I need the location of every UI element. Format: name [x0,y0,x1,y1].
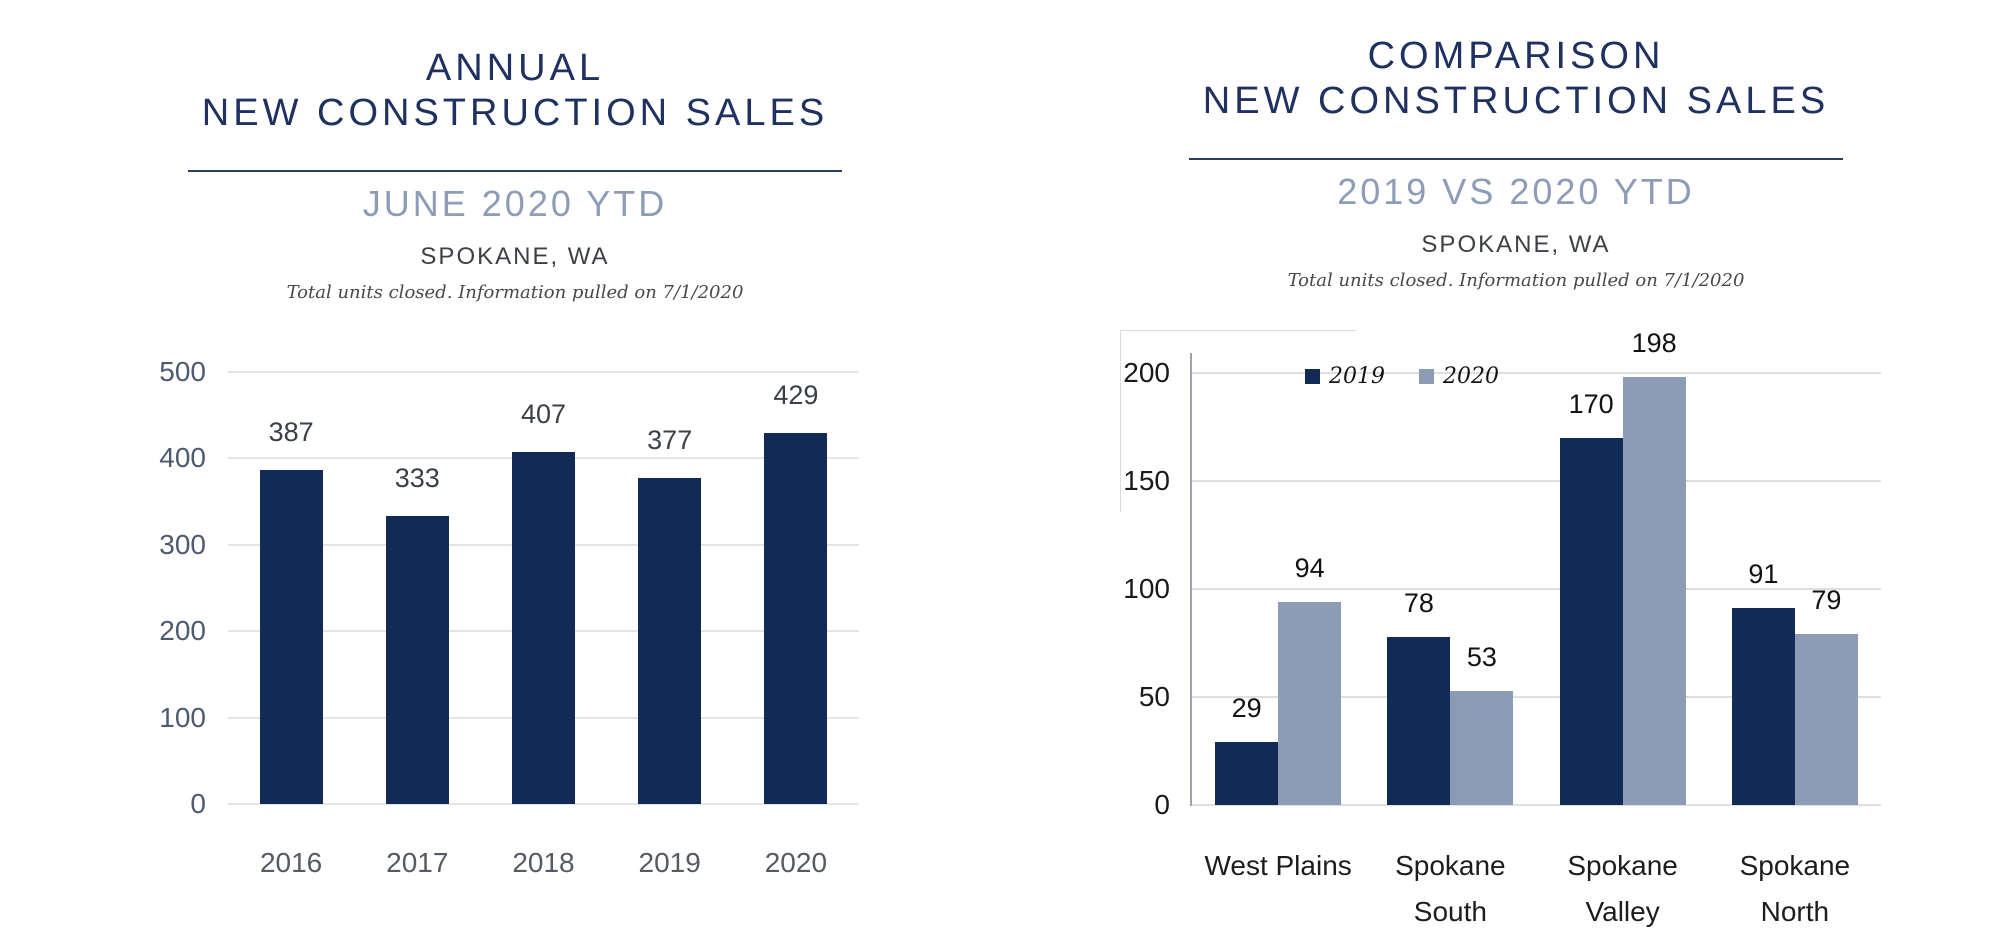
x-category-label-2018: 2018 [512,847,575,878]
legend-swatch-2020 [1419,368,1434,384]
bar-value-label-2019: 377 [647,425,693,455]
bar-2019-spokane-valley [1559,438,1623,805]
legend-swatch-2019 [1305,368,1320,384]
comparison-chart-title: COMPARISON NEW CONSTRUCTION SALES [1166,34,1866,124]
bar-value-label-2020-spokane-north: 79 [1811,585,1842,615]
comparison-chart-title-line2: NEW CONSTRUCTION SALES [1202,80,1830,122]
y-tick-label-50: 50 [1138,681,1170,712]
comparison-sales-plot: 0 50 100 150 200 29 94 West Plains 78 53 Spokane S… [1123,328,1881,927]
bar-2020-spokane-valley [1622,377,1686,805]
y-tick-label-100: 100 [1123,573,1170,604]
bar-2020-west-plains [1278,602,1342,805]
annual-chart-footnote: Total units closed. Information pulled o… [286,282,744,303]
comparison-chart-location: SPOKANE, WA [1421,231,1611,258]
y-tick-label-200: 200 [159,615,206,647]
bar-value-label-2018: 407 [520,399,567,429]
legend-label-2019: 2019 [1329,363,1385,389]
y-tick-label-0: 0 [1154,789,1170,820]
plot-frame-artifact-horizontal [1120,330,1356,331]
bar-2018 [512,452,575,804]
bar-value-label-2016: 387 [268,417,314,447]
bar-value-label-2020: 429 [773,380,819,410]
bar-2019-spokane-north [1731,608,1795,805]
x-category-label-spokane-valley: Spokane Valley [1567,850,1678,927]
bar-2020 [764,433,828,804]
y-tick-label-100: 100 [159,701,206,733]
bar-value-label-2019-west-plains: 29 [1231,693,1262,723]
bar-value-label-2020-west-plains: 94 [1294,553,1325,583]
y-axis-line [1190,353,1192,806]
gridline-0 [1192,804,1881,806]
bar-2019 [638,478,702,804]
bar-value-label-2019-spokane-north: 91 [1748,559,1779,589]
x-category-label-spokane-south: Spokane South [1395,850,1506,927]
annual-sales-plot: 0 100 200 300 400 500 387 2016 333 2017 407 2018 377… [159,356,859,878]
legend-item-2019: 2019 [1305,364,1385,389]
legend-item-2020: 2020 [1419,364,1499,389]
bar-value-label-2019-spokane-south: 78 [1403,588,1434,618]
bar-2020-spokane-south [1450,691,1514,805]
annual-chart-header: ANNUAL NEW CONSTRUCTION SALES JUNE 2020 … [165,0,865,330]
plot-frame-artifact-vertical [1120,330,1121,512]
x-category-label-spokane-north: Spokane North [1739,850,1851,927]
gridline-0 [228,803,859,805]
x-category-label-2019: 2019 [638,847,701,878]
comparison-chart-subtitle: 2019 VS 2020 YTD [1337,171,1695,212]
y-tick-label-300: 300 [159,528,206,560]
gridline-200 [1192,372,1881,374]
bar-value-label-2020-spokane-south: 53 [1466,642,1497,672]
bar-2019-spokane-south [1387,637,1451,805]
bar-2019-west-plains [1215,742,1279,805]
y-tick-label-400: 400 [159,442,206,474]
annual-chart-title-line1: ANNUAL [425,47,605,89]
bar-2017 [385,516,449,804]
y-tick-label-200: 200 [1123,357,1170,388]
x-category-label-2020: 2020 [764,847,828,878]
annual-chart-location: SPOKANE, WA [420,243,610,270]
annual-chart-subtitle: JUNE 2020 YTD [362,183,668,224]
chart-legend: 2019 2020 [1305,361,1499,391]
x-category-label-west-plains: West Plains [1204,850,1352,881]
legend-label-2020: 2020 [1443,363,1499,389]
annual-chart-title-line2: NEW CONSTRUCTION SALES [201,92,829,134]
bar-value-label-2017: 333 [394,463,440,493]
bar-2020-spokane-north [1794,634,1858,805]
gridline-500 [228,371,859,373]
bar-value-label-2019-spokane-valley: 170 [1568,389,1614,419]
y-tick-label-500: 500 [159,356,206,387]
y-tick-label-150: 150 [1123,465,1170,496]
annual-title-underline [188,170,842,172]
comparison-chart-header: COMPARISON NEW CONSTRUCTION SALES 2019 V… [1166,0,1866,330]
annual-chart-title: ANNUAL NEW CONSTRUCTION SALES [165,46,865,136]
gridline-50 [1192,696,1881,698]
gridline-100 [1192,588,1881,590]
gridline-150 [1192,480,1881,482]
x-category-label-2016: 2016 [259,847,323,878]
comparison-title-underline [1189,158,1843,160]
comparison-sales-chart-section: COMPARISON NEW CONSTRUCTION SALES 2019 V… [1000,0,2000,934]
bar-value-label-2020-spokane-valley: 198 [1631,328,1677,358]
x-category-label-2017: 2017 [386,847,449,878]
y-tick-label-0: 0 [190,788,206,819]
bar-2016 [259,470,323,804]
comparison-chart-footnote: Total units closed. Information pulled o… [1287,270,1745,291]
annual-sales-chart-section: ANNUAL NEW CONSTRUCTION SALES JUNE 2020 … [159,0,865,878]
comparison-chart-title-line1: COMPARISON [1367,35,1665,77]
